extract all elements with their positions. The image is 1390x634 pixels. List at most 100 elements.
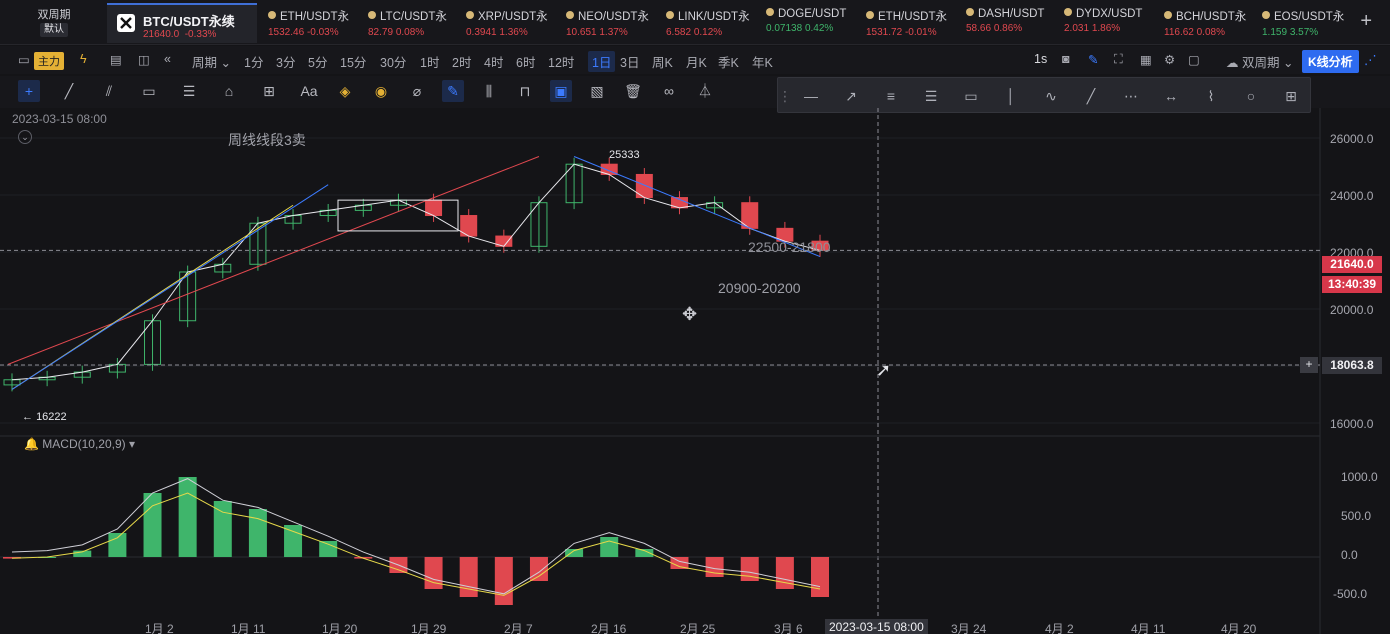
ticker-price: 6.582 0.12%: [666, 27, 723, 38]
trend-line-blue: [11, 184, 329, 390]
pencil-icon[interactable]: ✎: [1088, 53, 1099, 67]
interval-5[interactable]: 1时: [420, 56, 440, 70]
interval-14[interactable]: 季K: [718, 56, 739, 70]
layout-icon[interactable]: ▭: [18, 53, 30, 67]
ticker-item[interactable]: BCH/USDT永 116.62 0.08%: [1164, 8, 1248, 38]
ticker-item[interactable]: ETH/USDT永 1532.46 -0.03%: [268, 8, 352, 38]
parallel-tool-icon[interactable]: ⫽: [105, 83, 113, 99]
interval-2[interactable]: 5分: [308, 56, 328, 70]
pattern-tool-icon[interactable]: ⌂: [224, 83, 234, 99]
add-tool-icon[interactable]: ⊞: [1285, 88, 1297, 104]
interval-15[interactable]: 年K: [752, 56, 773, 70]
interval-10[interactable]: 1日: [588, 51, 616, 72]
date-axis-label: 2月 7: [504, 622, 533, 634]
ticker-symbol: BCH/USDT永: [1164, 8, 1248, 24]
macd-axis-label: 1000.0: [1341, 470, 1378, 484]
ticker-symbol: DYDX/USDT: [1064, 8, 1148, 20]
ticker-item[interactable]: EOS/USDT永 1.159 3.57%: [1262, 8, 1346, 38]
wave-tool-icon[interactable]: ∿: [1045, 88, 1057, 104]
kline-analysis-button[interactable]: K线分析: [1302, 50, 1359, 73]
channel-tool-icon[interactable]: ≡: [886, 88, 896, 104]
text-tool-icon[interactable]: Aa: [300, 83, 318, 99]
chart-canvas[interactable]: [0, 108, 1390, 634]
active-ticker-tab[interactable]: BTC/USDT永续 21640.0 -0.33%: [107, 3, 257, 43]
link-icon[interactable]: ∞: [664, 83, 674, 99]
ticker-item[interactable]: DOGE/USDT 0.07138 0.42%: [766, 8, 850, 38]
rectangle-tool-icon[interactable]: ▭: [142, 83, 156, 99]
calendar-icon[interactable]: ▤: [110, 53, 122, 67]
share-icon[interactable]: ⋰: [1364, 53, 1377, 67]
drag-handle-icon[interactable]: ⋮: [778, 88, 792, 104]
ticker-symbol: XRP/USDT永: [466, 8, 550, 24]
trash-icon[interactable]: 🗑: [624, 83, 642, 99]
settings-icon[interactable]: ⚙: [1164, 53, 1176, 67]
chart-area[interactable]: 2023-03-15 08:00 ⌄ 周线线段3卖 22500-21800 20…: [0, 108, 1390, 634]
crosshair-icon[interactable]: +: [18, 80, 40, 102]
ticker-item[interactable]: XRP/USDT永 0.3941 1.36%: [466, 8, 550, 38]
ticker-symbol: LINK/USDT永: [666, 8, 750, 24]
lock-icon[interactable]: ⊓: [519, 83, 531, 99]
period-menu[interactable]: 周期 ⌄: [192, 56, 231, 70]
add-alert-icon[interactable]: +: [1300, 357, 1318, 373]
ticker-item[interactable]: DASH/USDT 58.66 0.86%: [966, 8, 1050, 38]
measure-tool-icon[interactable]: ⊞: [263, 83, 275, 99]
macd-label[interactable]: 🔔 MACD(10,20,9) ▾: [24, 437, 136, 451]
interval-1[interactable]: 3分: [276, 56, 296, 70]
ticker-item[interactable]: NEO/USDT永 10.651 1.37%: [566, 8, 650, 38]
interval-9[interactable]: 12时: [548, 56, 575, 70]
interval-4[interactable]: 30分: [380, 56, 407, 70]
collapse-icon[interactable]: ⌄: [18, 130, 32, 144]
crosshair-price-tag: 18063.8: [1322, 357, 1382, 374]
brush-tool-icon[interactable]: ⌇: [1207, 88, 1215, 104]
grid-icon[interactable]: ▦: [1140, 53, 1152, 67]
filter-icon[interactable]: ⏃: [698, 83, 712, 99]
interval-toolbar: ▭ 主力 ϟ ▤ ◫ « 周期 ⌄ 1分 3分 5分 15分 30分 1时 2时 4时 6时 12…: [0, 46, 1390, 74]
trend-tool-icon[interactable]: ╱: [1086, 88, 1096, 104]
interval-13[interactable]: 月K: [686, 56, 707, 70]
fullscreen-icon[interactable]: ⛶: [1114, 52, 1123, 66]
candles-icon[interactable]: ⫼: [485, 83, 493, 99]
zone-box: [337, 199, 459, 232]
refresh-rate[interactable]: 1s: [1034, 52, 1048, 66]
ticker-item[interactable]: LINK/USDT永 6.582 0.12%: [666, 8, 750, 38]
low-label: ← 16222: [22, 411, 67, 423]
main-indicator-button[interactable]: 主力: [34, 52, 64, 70]
last-price-tag: 21640.0: [1322, 256, 1382, 273]
interval-12[interactable]: 周K: [652, 56, 673, 70]
ruler-icon[interactable]: ⌀: [412, 83, 422, 99]
circle-tool-icon[interactable]: ○: [1246, 88, 1256, 104]
expand-icon[interactable]: ▢: [1188, 53, 1200, 67]
draw-mode-icon[interactable]: ✎: [442, 80, 464, 102]
interval-8[interactable]: 6时: [516, 56, 536, 70]
fib-levels-icon[interactable]: ☰: [924, 88, 938, 104]
rewind-icon[interactable]: «: [164, 52, 171, 66]
hline-tool-icon[interactable]: —: [804, 88, 818, 104]
split-icon[interactable]: ◫: [138, 53, 150, 67]
line-tool-icon[interactable]: ╱: [64, 83, 74, 99]
add-ticker-button[interactable]: +: [1360, 10, 1372, 32]
interval-0[interactable]: 1分: [244, 56, 264, 70]
frame-icon[interactable]: ▣: [550, 80, 572, 102]
lightning-icon[interactable]: ϟ: [80, 52, 87, 66]
interval-7[interactable]: 4时: [484, 56, 504, 70]
interval-3[interactable]: 15分: [340, 56, 367, 70]
box-tool-icon[interactable]: ▭: [964, 88, 978, 104]
camera-icon[interactable]: ◙: [1062, 52, 1070, 66]
dual-period-menu[interactable]: ☁ 双周期 ⌄: [1226, 56, 1294, 70]
fib-tool-icon[interactable]: ☰: [182, 83, 196, 99]
dots-tool-icon[interactable]: ⋯: [1124, 88, 1138, 104]
period-label: 双周期: [37, 9, 71, 21]
interval-11[interactable]: 3日: [620, 56, 640, 70]
ticker-item[interactable]: DYDX/USDT 2.031 1.86%: [1064, 8, 1148, 38]
edit-icon[interactable]: ▧: [590, 83, 604, 99]
magnet-icon[interactable]: ◈: [339, 83, 351, 99]
crosshair-date-tag: 2023-03-15 08:00: [825, 619, 928, 634]
ticker-item[interactable]: LTC/USDT永 82.79 0.08%: [368, 8, 452, 38]
dual-period-selector[interactable]: 双周期 默认: [8, 8, 100, 38]
range-tool-icon[interactable]: ↔: [1164, 88, 1178, 104]
magnet-strong-icon[interactable]: ◉: [374, 83, 388, 99]
vline-tool-icon[interactable]: │: [1006, 88, 1016, 104]
ticker-item[interactable]: ETH/USDT永 1531.72 -0.01%: [866, 8, 950, 38]
interval-6[interactable]: 2时: [452, 56, 472, 70]
ray-tool-icon[interactable]: ↗: [845, 88, 857, 104]
